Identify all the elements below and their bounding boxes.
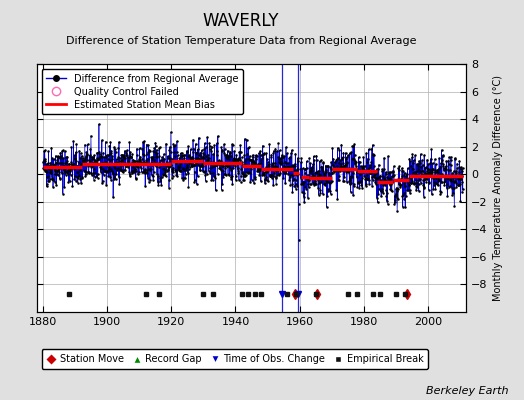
Text: WAVERLY: WAVERLY bbox=[203, 12, 279, 30]
Text: Berkeley Earth: Berkeley Earth bbox=[426, 386, 508, 396]
Legend: Station Move, Record Gap, Time of Obs. Change, Empirical Break: Station Move, Record Gap, Time of Obs. C… bbox=[41, 349, 428, 369]
Text: Difference of Station Temperature Data from Regional Average: Difference of Station Temperature Data f… bbox=[66, 36, 416, 46]
Y-axis label: Monthly Temperature Anomaly Difference (°C): Monthly Temperature Anomaly Difference (… bbox=[493, 75, 503, 301]
